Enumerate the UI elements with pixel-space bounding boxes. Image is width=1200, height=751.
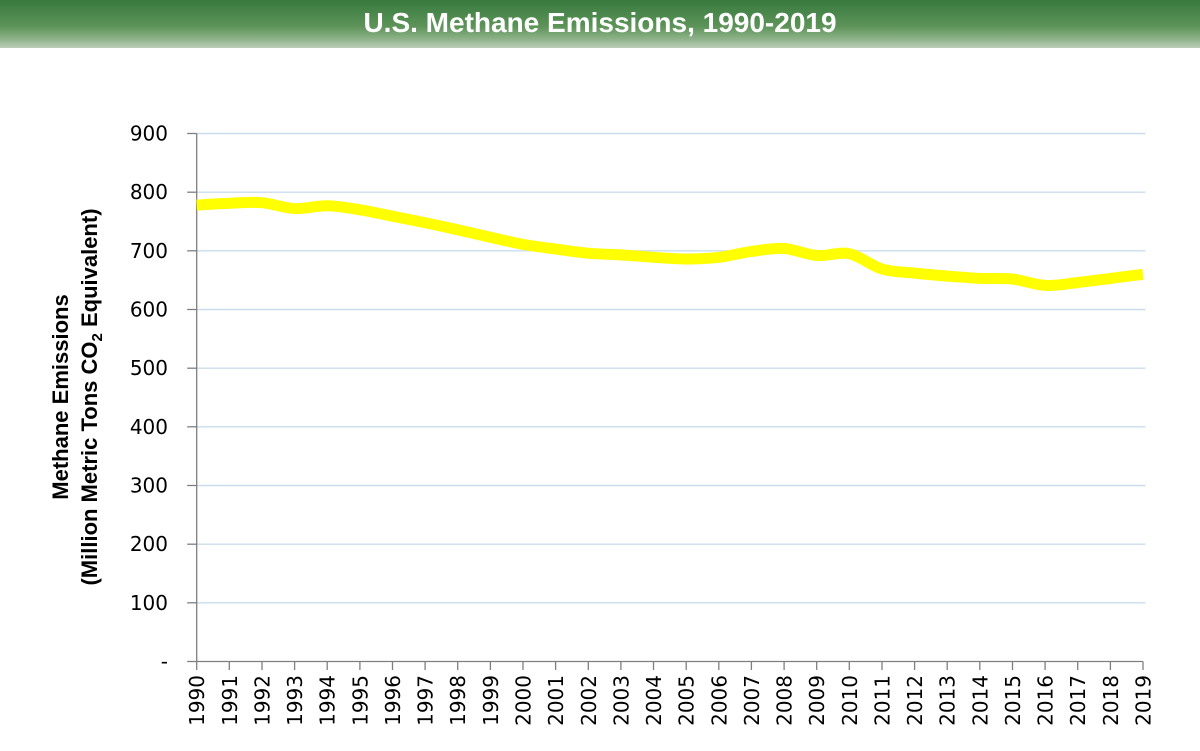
x-tick-label: 1990 [185,675,209,726]
y-tick-labels: - 100 200 300 400 500 600 700 800 900 [130,122,168,674]
axes [196,133,1143,663]
x-tick-label: 2015 [1001,675,1025,726]
x-tick-label: 2005 [675,675,699,726]
x-tick-label: 1991 [218,675,242,726]
x-tick-label: 1994 [316,675,340,726]
y-axis-title: Methane Emissions (Million Metric Tons C… [46,208,112,585]
y-tick-label: 700 [130,239,168,263]
x-tick-label: 2009 [805,675,829,726]
x-tick-label: 2016 [1034,675,1058,726]
x-tick-label: 2008 [773,675,797,726]
x-tick-label: 1992 [251,675,275,726]
x-tick-label: 2010 [838,675,862,726]
y-axis-title-line2: (Million Metric Tons CO2 Equivalent) [76,208,107,586]
x-tick-label: 2011 [871,675,895,726]
x-tick-label: 2017 [1066,675,1090,726]
x-tick-label: 1996 [381,675,405,726]
x-tick-label: 1995 [348,675,372,726]
y-tick-label: 400 [130,415,168,439]
x-tick-label: 2006 [707,675,731,726]
y-tick-label: 500 [130,356,168,380]
x-tick-label: 2000 [512,675,536,726]
y-tick-label: 900 [130,122,168,146]
x-tick-label: 1997 [414,675,438,726]
title-bar: U.S. Methane Emissions, 1990-2019 [0,0,1200,48]
x-tick-labels: 1990 1991 1992 1993 1994 1995 1996 1997 1998 1999… [185,675,1155,726]
x-tick-label: 2018 [1099,675,1123,726]
y-tick-label: 800 [130,180,168,204]
co2-subscript: 2 [89,333,107,342]
x-tick-label: 2012 [903,675,927,726]
x-tick-label: 2001 [544,675,568,726]
y-axis-title-line1: Methane Emissions [47,294,73,500]
y-tick-label: 600 [130,298,168,322]
x-tick-label: 2002 [577,675,601,726]
x-tick-label: 2004 [642,675,666,726]
gridlines [196,132,1146,604]
chart-title: U.S. Methane Emissions, 1990-2019 [363,7,837,38]
x-tick-label: 2007 [740,675,764,726]
x-tick-label: 2013 [936,675,960,726]
x-tick-label: 1998 [446,675,470,726]
y-tick-label: 300 [130,474,168,498]
y-tick-label: - [161,650,168,674]
axis-ticks [187,132,1144,670]
y-tick-label: 100 [130,591,168,615]
x-tick-label: 1993 [283,675,307,726]
x-tick-label: 2019 [1132,675,1156,726]
x-tick-label: 2003 [609,675,633,726]
x-tick-label: 1999 [479,675,503,726]
methane-emissions-line [196,196,1144,291]
x-tick-label: 2014 [968,675,992,726]
y-tick-label: 200 [130,532,168,556]
